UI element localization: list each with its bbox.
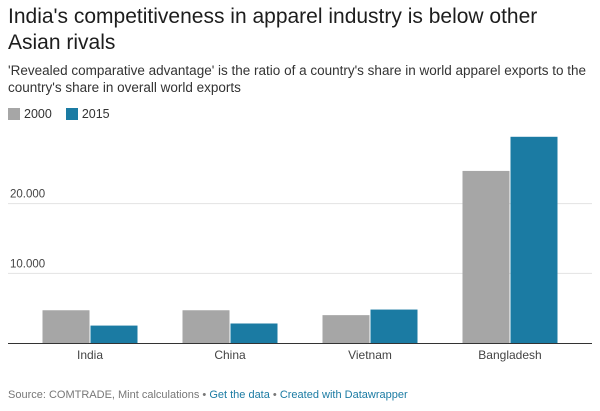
x-tick-label: Bangladesh (478, 348, 541, 362)
x-tick-label: China (214, 348, 246, 362)
legend-item-2015: 2015 (65, 107, 110, 121)
bar-china-2000 (182, 310, 230, 343)
footer: Source: COMTRADE, Mint calculations • Ge… (8, 389, 408, 401)
chart-title: India's competitiveness in apparel indus… (8, 5, 538, 54)
legend-swatch-2015 (65, 108, 78, 120)
bar-india-2015 (90, 325, 138, 343)
datawrapper-link[interactable]: Created with Datawrapper (279, 389, 408, 401)
legend-label-2015: 2015 (81, 107, 110, 121)
chart-subtitle: 'Revealed comparative advantage' is the … (8, 63, 587, 95)
x-tick-label: Vietnam (348, 348, 392, 362)
footer-separator: • (199, 389, 210, 401)
legend-label-2000: 2000 (24, 107, 52, 121)
bar-bangladesh-2015 (510, 136, 558, 343)
bar-india-2000 (42, 310, 90, 343)
y-tick-label: 10.000 (10, 258, 45, 270)
y-tick-label: 20.000 (10, 189, 45, 201)
source-text: Source: COMTRADE, Mint calculations (8, 389, 200, 401)
legend-swatch-2000 (8, 108, 20, 120)
bar-china-2015 (230, 323, 278, 343)
legend: 2000 2015 (8, 106, 124, 122)
bar-bangladesh-2000 (462, 170, 510, 343)
legend-item-2000: 2000 (8, 107, 52, 121)
get-data-link[interactable]: Get the data (209, 389, 270, 401)
x-tick-label: India (77, 348, 103, 362)
bar-vietnam-2000 (322, 315, 370, 343)
footer-separator: • (269, 389, 280, 401)
bar-vietnam-2015 (370, 309, 418, 343)
